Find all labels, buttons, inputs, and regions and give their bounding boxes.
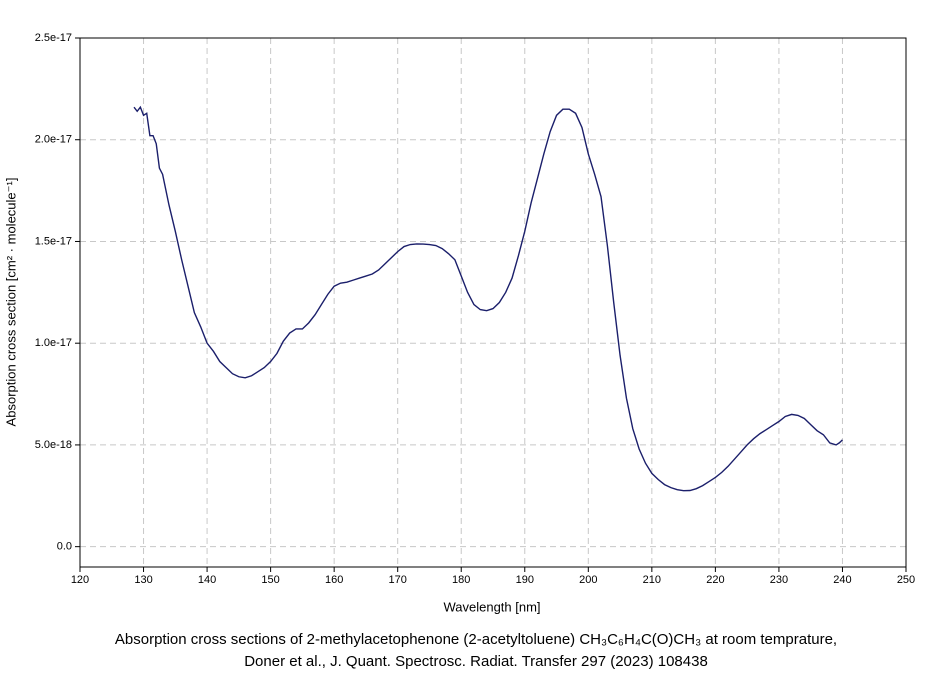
x-tick-label: 140 [198,574,216,586]
y-tick-label: 1.5e-17 [35,235,72,247]
data-line [133,105,843,492]
x-tick-label: 170 [389,574,407,586]
x-tick-label: 230 [770,574,788,586]
x-tick-label: 150 [261,574,279,586]
x-tick-label: 250 [897,574,915,586]
x-tick-label: 240 [833,574,851,586]
x-tick-label: 220 [706,574,724,586]
y-tick-label: 5.0e-18 [35,439,72,451]
x-axis-label: Wavelength [nm] [443,599,540,614]
x-tick-label: 180 [452,574,470,586]
y-tick-label: 2.0e-17 [35,134,72,146]
y-tick-label: 2.5e-17 [35,32,72,44]
x-tick-label: 210 [643,574,661,586]
plot-frame [79,37,907,568]
x-tick-label: 120 [71,574,89,586]
caption: Doner et al., J. Quant. Spectrosc. Radia… [244,653,708,670]
y-tick-label: 1.0e-17 [35,337,72,349]
x-tick-label: 160 [325,574,343,586]
x-tick-label: 130 [134,574,152,586]
y-tick-label: 0.0 [57,541,72,553]
x-tick-label: 200 [579,574,597,586]
caption: Absorption cross sections of 2-methylace… [115,631,837,648]
y-axis-label: Absorption cross section [cm² · molecule… [3,178,18,427]
x-tick-label: 190 [516,574,534,586]
